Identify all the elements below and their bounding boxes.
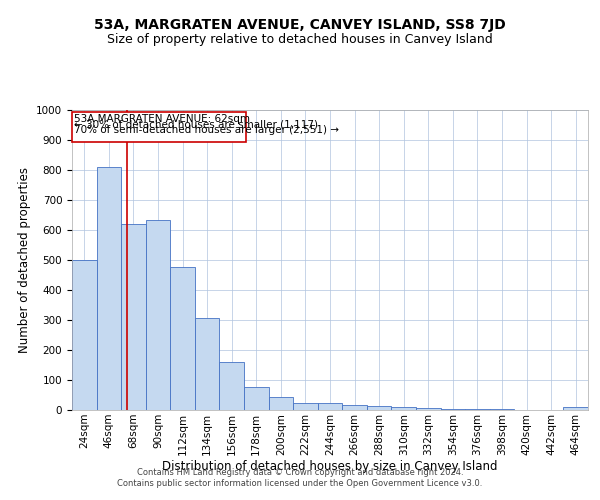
Text: 70% of semi-detached houses are larger (2,551) →: 70% of semi-detached houses are larger (… (74, 126, 339, 136)
Text: Contains HM Land Registry data © Crown copyright and database right 2024.
Contai: Contains HM Land Registry data © Crown c… (118, 468, 482, 487)
Bar (269, 397, 293, 410)
Bar (195, 318, 220, 410)
Text: Size of property relative to detached houses in Canvey Island: Size of property relative to detached ho… (107, 32, 493, 46)
Text: 53A MARGRATEN AVENUE: 62sqm: 53A MARGRATEN AVENUE: 62sqm (74, 114, 250, 124)
Bar (440, 408, 465, 410)
Bar (563, 407, 588, 410)
Bar (367, 406, 391, 410)
Bar (97, 167, 121, 410)
Bar (342, 405, 367, 410)
Bar (465, 409, 490, 410)
Bar (244, 386, 269, 410)
Text: 53A, MARGRATEN AVENUE, CANVEY ISLAND, SS8 7JD: 53A, MARGRATEN AVENUE, CANVEY ISLAND, SS… (94, 18, 506, 32)
Bar (416, 408, 440, 410)
Bar (72, 260, 97, 410)
Y-axis label: Number of detached properties: Number of detached properties (17, 167, 31, 353)
Bar (293, 404, 318, 410)
Bar (391, 407, 416, 410)
Bar (220, 362, 244, 410)
X-axis label: Distribution of detached houses by size in Canvey Island: Distribution of detached houses by size … (162, 460, 498, 473)
Text: ← 30% of detached houses are smaller (1,117): ← 30% of detached houses are smaller (1,… (74, 120, 318, 130)
Bar (146, 220, 170, 410)
Bar (318, 404, 342, 410)
Bar (72, 112, 246, 142)
Bar (121, 224, 146, 410)
Bar (170, 266, 195, 410)
